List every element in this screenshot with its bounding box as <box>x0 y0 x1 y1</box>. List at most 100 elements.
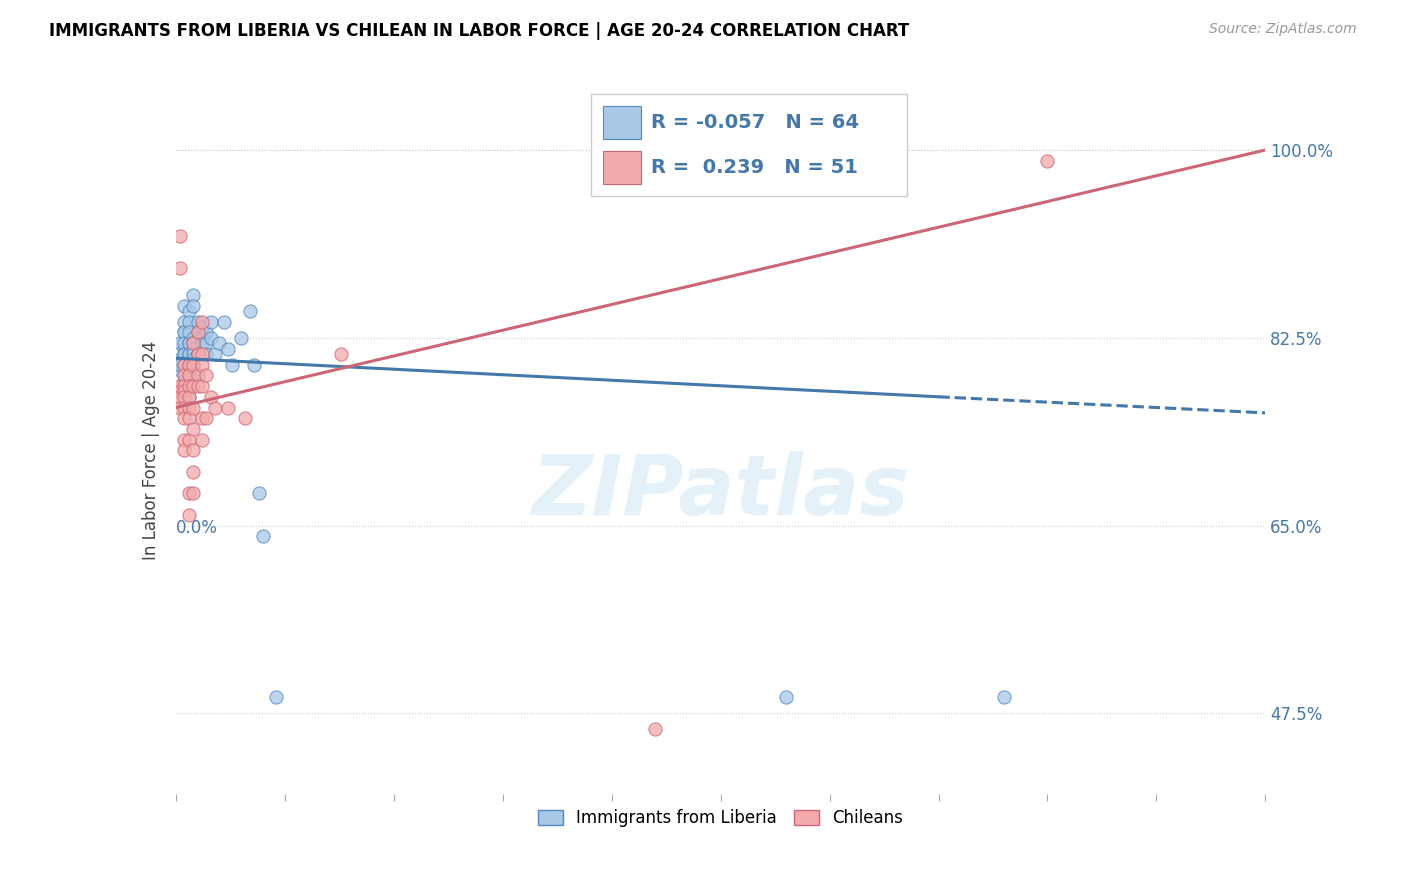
Point <box>181 486 204 500</box>
Point <box>177 347 200 361</box>
Text: 0.0%: 0.0% <box>176 519 218 537</box>
Point <box>173 384 195 399</box>
Point <box>173 326 195 340</box>
Point <box>169 379 191 393</box>
Point <box>173 358 195 372</box>
Point <box>173 384 195 399</box>
Point <box>181 401 204 415</box>
Point <box>200 390 222 404</box>
Point <box>208 336 231 351</box>
Text: R = -0.057   N = 64: R = -0.057 N = 64 <box>651 113 859 132</box>
Point <box>191 358 214 372</box>
Point <box>177 486 200 500</box>
Point <box>239 304 262 318</box>
Point <box>173 358 195 372</box>
Point <box>200 315 222 329</box>
Point <box>191 379 214 393</box>
Point <box>181 288 204 302</box>
Point <box>169 363 191 377</box>
Point <box>993 690 1015 705</box>
Point <box>169 384 191 399</box>
Point <box>181 336 204 351</box>
Point <box>177 390 200 404</box>
Point <box>177 390 200 404</box>
Point <box>191 331 214 345</box>
Point <box>181 299 204 313</box>
Point <box>231 331 253 345</box>
Point <box>177 401 200 415</box>
Point <box>177 336 200 351</box>
Text: IMMIGRANTS FROM LIBERIA VS CHILEAN IN LABOR FORCE | AGE 20-24 CORRELATION CHART: IMMIGRANTS FROM LIBERIA VS CHILEAN IN LA… <box>49 22 910 40</box>
Point <box>173 358 195 372</box>
Point <box>191 347 214 361</box>
Point <box>235 411 257 425</box>
Point <box>181 336 204 351</box>
Point <box>204 401 226 415</box>
Point <box>186 326 209 340</box>
Point <box>181 422 204 436</box>
Point <box>177 358 200 372</box>
Point <box>217 401 239 415</box>
Point <box>186 315 209 329</box>
Point <box>186 368 209 383</box>
Point <box>181 352 204 367</box>
Point <box>173 347 195 361</box>
Text: R =  0.239   N = 51: R = 0.239 N = 51 <box>651 158 858 177</box>
Point <box>1036 153 1059 168</box>
Point <box>173 368 195 383</box>
Point <box>169 352 191 367</box>
Point <box>181 368 204 383</box>
Point <box>247 486 270 500</box>
Point <box>195 368 218 383</box>
Point <box>191 411 214 425</box>
Point <box>173 433 195 447</box>
Point <box>181 379 204 393</box>
Point <box>186 379 209 393</box>
Point <box>173 379 195 393</box>
Point <box>252 529 274 543</box>
Legend: Immigrants from Liberia, Chileans: Immigrants from Liberia, Chileans <box>531 802 910 834</box>
Point <box>173 443 195 458</box>
Point <box>330 347 353 361</box>
Point <box>173 299 195 313</box>
Point <box>177 358 200 372</box>
Point <box>169 260 191 275</box>
Point <box>191 433 214 447</box>
Point <box>177 508 200 522</box>
Point <box>169 390 191 404</box>
Text: ZIPatlas: ZIPatlas <box>531 451 910 533</box>
Point <box>775 690 797 705</box>
Point <box>177 411 200 425</box>
Point <box>195 336 218 351</box>
Point <box>186 326 209 340</box>
Point <box>181 342 204 356</box>
Point <box>243 358 266 372</box>
Point <box>191 320 214 334</box>
Text: Source: ZipAtlas.com: Source: ZipAtlas.com <box>1209 22 1357 37</box>
Point <box>177 326 200 340</box>
Point <box>195 326 218 340</box>
Point <box>173 315 195 329</box>
Point <box>191 336 214 351</box>
Point <box>173 347 195 361</box>
Point <box>169 401 191 415</box>
Point <box>177 336 200 351</box>
Point <box>173 342 195 356</box>
Point <box>186 347 209 361</box>
Point <box>200 331 222 345</box>
Point <box>173 390 195 404</box>
Point <box>169 336 191 351</box>
Point <box>264 690 287 705</box>
Point <box>177 315 200 329</box>
Point <box>181 358 204 372</box>
Point <box>177 433 200 447</box>
Point <box>195 347 218 361</box>
Point <box>173 411 195 425</box>
Point <box>204 347 226 361</box>
Point <box>173 401 195 415</box>
Point <box>177 379 200 393</box>
Point <box>181 331 204 345</box>
Point <box>169 358 191 372</box>
Point <box>173 379 195 393</box>
Point <box>644 723 666 737</box>
